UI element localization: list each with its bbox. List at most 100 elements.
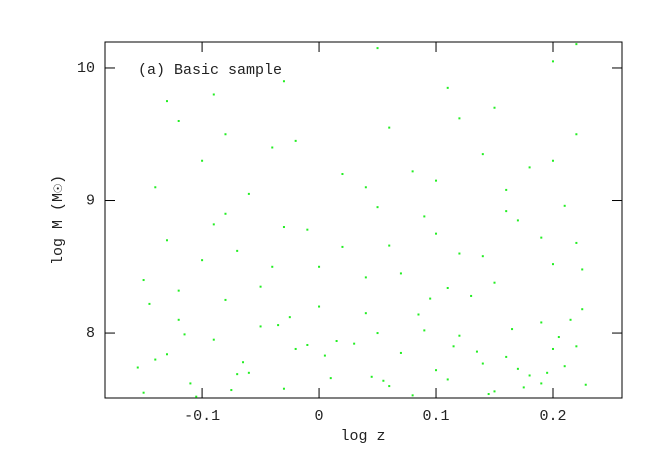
point [353, 342, 356, 345]
y-tick-label: 10 [77, 60, 95, 77]
y-axis-label: log M (M☉) [50, 175, 67, 265]
point [165, 239, 168, 242]
point [458, 117, 461, 120]
point [148, 302, 151, 305]
point [417, 313, 420, 316]
point [458, 334, 461, 337]
point [429, 297, 432, 300]
point [376, 47, 379, 50]
point [522, 386, 525, 389]
point [294, 139, 297, 142]
point [177, 119, 180, 122]
point [423, 215, 426, 218]
point [575, 133, 578, 136]
point [212, 338, 215, 341]
point [458, 252, 461, 255]
x-axis-label: log z [340, 428, 385, 445]
point [224, 298, 227, 301]
point [446, 286, 449, 289]
point [540, 382, 543, 385]
point [569, 318, 572, 321]
point [540, 321, 543, 324]
point [230, 389, 233, 392]
point [259, 285, 262, 288]
point [388, 126, 391, 129]
point [247, 371, 250, 374]
point [142, 279, 145, 282]
x-tick-label: 0 [315, 408, 324, 425]
point [575, 43, 578, 46]
point [282, 226, 285, 229]
point [411, 394, 414, 397]
point [282, 387, 285, 390]
point [259, 325, 262, 328]
point [364, 312, 367, 315]
point [201, 159, 204, 162]
point [581, 308, 584, 311]
point [335, 340, 338, 343]
point [364, 186, 367, 189]
point [341, 245, 344, 248]
point [435, 369, 438, 372]
point [376, 206, 379, 209]
point [177, 289, 180, 292]
point [446, 86, 449, 89]
point [584, 383, 587, 386]
point [183, 333, 186, 336]
point [271, 146, 274, 149]
point [575, 345, 578, 348]
plot-frame [104, 41, 623, 399]
point [435, 232, 438, 235]
y-tick-label: 9 [86, 192, 95, 209]
point [475, 350, 478, 353]
x-tick-label: -0.1 [184, 408, 220, 425]
point [481, 362, 484, 365]
point [423, 329, 426, 332]
point [563, 365, 566, 368]
point [271, 265, 274, 268]
x-tick-label: 0.1 [423, 408, 450, 425]
point [189, 382, 192, 385]
point [388, 244, 391, 247]
point [154, 358, 157, 361]
point [247, 192, 250, 195]
point [493, 281, 496, 284]
x-tick-label: 0.2 [539, 408, 566, 425]
point [318, 265, 321, 268]
point [481, 153, 484, 156]
point [505, 355, 508, 358]
point [516, 367, 519, 370]
point [505, 188, 508, 191]
point [551, 159, 554, 162]
point [581, 268, 584, 271]
point [318, 305, 321, 308]
point [399, 351, 402, 354]
point [481, 255, 484, 258]
point [516, 219, 519, 222]
point [563, 204, 566, 207]
point [551, 60, 554, 63]
point [528, 374, 531, 377]
point [323, 354, 326, 357]
point [236, 373, 239, 376]
point [142, 391, 145, 394]
point [154, 186, 157, 189]
point [288, 316, 291, 319]
point [411, 170, 414, 173]
point [470, 294, 473, 297]
point [306, 343, 309, 346]
point [388, 385, 391, 388]
y-tick-label: 8 [86, 325, 95, 342]
point [435, 179, 438, 182]
point [236, 249, 239, 252]
point [136, 366, 139, 369]
point [282, 80, 285, 83]
point [306, 228, 309, 231]
point [364, 276, 367, 279]
point [551, 263, 554, 266]
point [557, 336, 560, 339]
point [446, 378, 449, 381]
point [528, 166, 531, 169]
point [195, 395, 198, 398]
